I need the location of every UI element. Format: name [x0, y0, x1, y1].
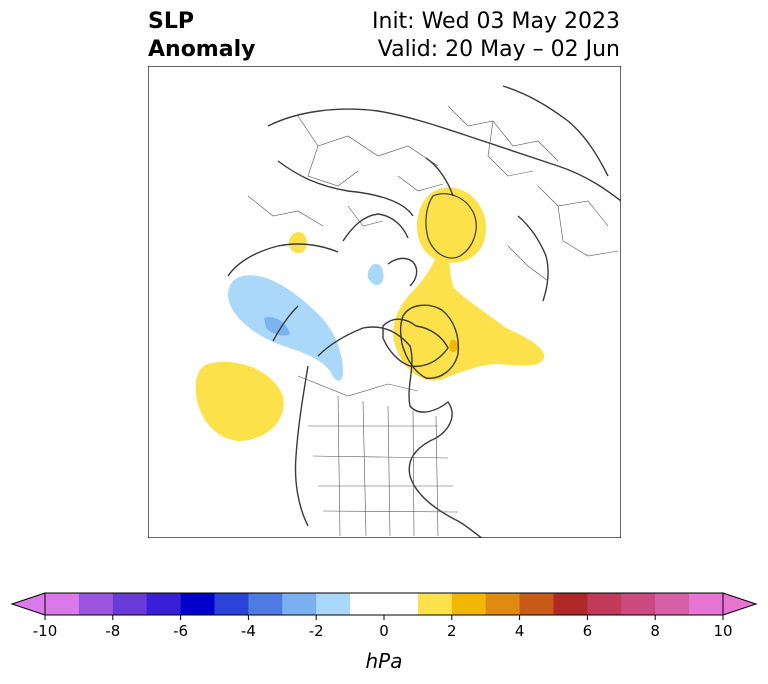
- greenland-outline: [399, 304, 460, 379]
- colorbar-swatch: [553, 593, 588, 615]
- map-subtitle: Init: Wed 03 May 2023 Valid: 20 May – 02…: [372, 8, 620, 64]
- colorbar-swatch: [45, 593, 80, 615]
- state-borders: [297, 375, 459, 537]
- colorbar-low-extend: [10, 592, 46, 616]
- colorbar-tick-label: 6: [583, 622, 593, 640]
- colorbar-swatch: [214, 593, 249, 615]
- colorbar-swatch: [112, 593, 148, 615]
- colorbar-swatch: [146, 593, 182, 615]
- colorbar-swatch: [180, 593, 215, 615]
- colorbar-tick-label: 4: [515, 622, 525, 640]
- colorbar-swatches: [45, 593, 724, 615]
- colorbar-swatch: [519, 593, 554, 615]
- colorbar-swatch: [316, 593, 351, 615]
- colorbar-swatch: [689, 593, 724, 615]
- colorbar-swatch: [350, 593, 385, 615]
- greenland-core: [449, 339, 458, 353]
- north-pacific-positive: [195, 361, 284, 441]
- title-variable-line1: SLP: [148, 9, 194, 34]
- valid-period: Valid: 20 May – 02 Jun: [377, 37, 620, 62]
- colorbar-swatch: [78, 593, 114, 615]
- anomaly-map: [148, 66, 621, 538]
- colorbar-high-extend: [722, 592, 758, 616]
- colorbar-tick-label: 0: [379, 622, 389, 640]
- colorbar-swatch: [451, 593, 487, 615]
- colorbar: -10 -8 -6 -4 -2 0 2 4 6 8 10 hPa: [10, 592, 758, 673]
- colorbar-tick-label: -6: [173, 622, 188, 640]
- colorbar-swatch: [417, 593, 453, 615]
- colorbar-swatch: [384, 593, 419, 615]
- coastlines: [227, 85, 621, 538]
- colorbar-swatch: [282, 593, 317, 615]
- colorbar-tick-label: -10: [33, 622, 58, 640]
- colorbar-swatch: [248, 593, 283, 615]
- colorbar-tick-label: 8: [650, 622, 660, 640]
- siberia-small-positive: [288, 232, 307, 254]
- colorbar-tick-label: 10: [713, 622, 732, 640]
- alaska-core-negative: [264, 317, 290, 336]
- arctic-small-negative: [367, 263, 384, 286]
- init-date: Init: Wed 03 May 2023: [372, 9, 620, 34]
- colorbar-swatch: [621, 593, 656, 615]
- greenland-positive: [393, 246, 545, 381]
- map-title: SLP Anomaly: [148, 8, 255, 64]
- colorbar-ticks: -10 -8 -6 -4 -2 0 2 4 6 8 10: [33, 615, 733, 640]
- country-borders: [247, 105, 619, 282]
- scandinavia-outline: [425, 193, 477, 259]
- colorbar-tick-label: -4: [241, 622, 256, 640]
- colorbar-swatch: [587, 593, 622, 615]
- colorbar-tick-label: -8: [105, 622, 120, 640]
- colorbar-tick-label: 2: [447, 622, 457, 640]
- colorbar-tick-label: -2: [309, 622, 324, 640]
- colorbar-swatch: [655, 593, 690, 615]
- colorbar-unit-label: hPa: [366, 649, 403, 673]
- anomaly-shading: [195, 187, 545, 441]
- colorbar-swatch: [485, 593, 521, 615]
- title-variable-line2: Anomaly: [148, 37, 256, 62]
